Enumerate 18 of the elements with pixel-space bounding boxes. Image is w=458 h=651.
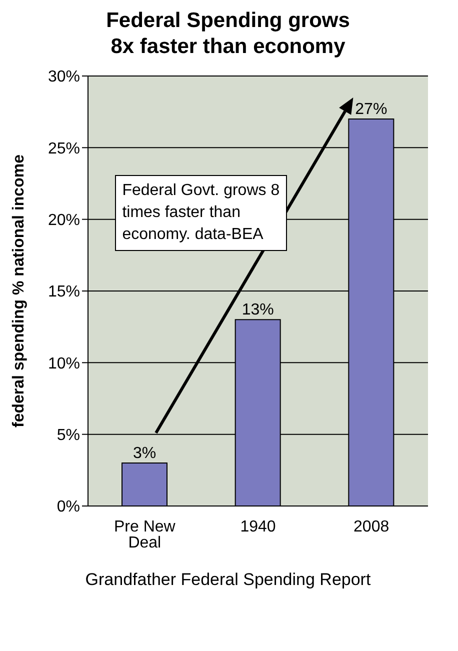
data-label: 3%: [132, 445, 156, 462]
y-tick-label: 15%: [48, 284, 80, 301]
y-axis-title: federal spending % national income: [10, 154, 28, 428]
x-tick-label: 2008: [354, 518, 390, 536]
y-tick-label: 20%: [48, 212, 80, 230]
y-tick-label: 25%: [48, 140, 80, 158]
text: Grandfather Federal Spending Report: [84, 570, 372, 590]
chart-title: Federal Spending grows 8x faster than economy: [105, 8, 351, 60]
y-tick-label: 5%: [56, 427, 80, 444]
data-label: 13%: [242, 302, 274, 319]
data-label: 27%: [355, 101, 388, 118]
bar: [122, 462, 168, 506]
y-tick-label: 0%: [56, 498, 80, 516]
y-tick-label: 10%: [48, 355, 80, 372]
y-tick-label: 30%: [48, 68, 80, 86]
x-tick-label: 1940: [240, 518, 276, 536]
annotation: Federal Govt. grows 8 times faster than economy. data-BEA: [115, 174, 288, 251]
x-tick-label: Pre New Deal: [114, 518, 176, 552]
